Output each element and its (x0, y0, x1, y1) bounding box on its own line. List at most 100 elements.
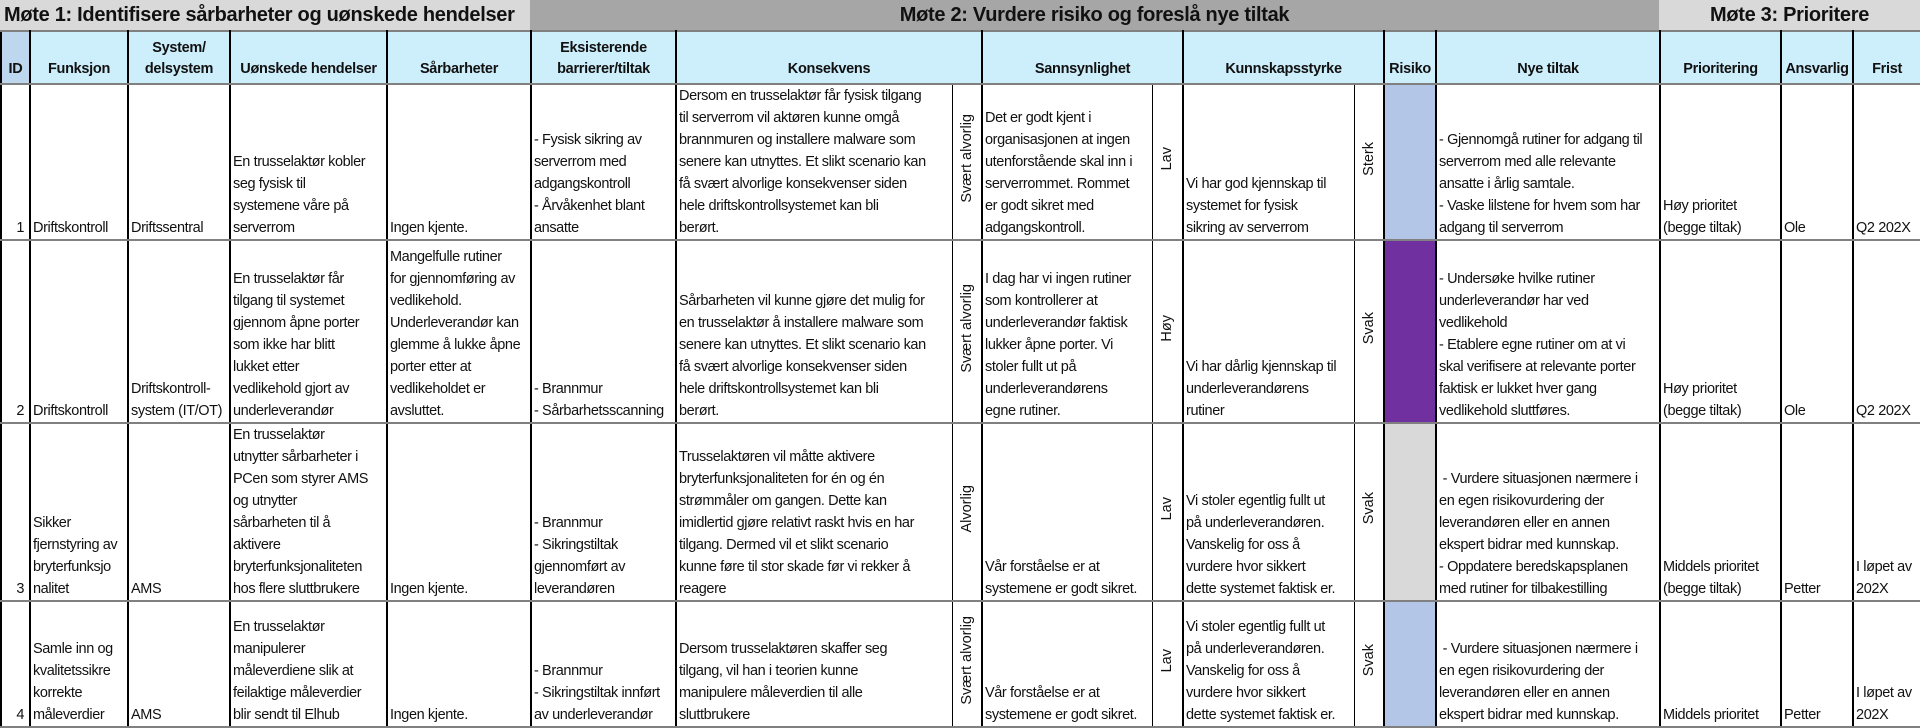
kunnskap-cell[interactable]: Vi har god kjennskap til systemet for fy… (1182, 83, 1355, 241)
table-row: 4 Samle inn og kvalitetssikre korrekte må… (0, 600, 1920, 728)
sarbarheter-cell[interactable]: Ingen kjente. (386, 600, 532, 728)
konsekvens-level-cell[interactable]: Svært alvorlig (951, 600, 983, 728)
konsekvens-level-cell[interactable]: Svært alvorlig (951, 83, 983, 241)
sannsynlighet-level-cell[interactable]: Lav (1151, 600, 1185, 728)
level-label: Svak (1360, 644, 1377, 677)
kunnskap-level-cell[interactable]: Svak (1353, 600, 1386, 728)
kunnskap-level-cell[interactable]: Sterk (1353, 83, 1386, 241)
konsekvens-cell[interactable]: Dersom en trusselaktør får fysisk tilgan… (675, 83, 953, 241)
header-funksjon[interactable]: Funksjon (29, 30, 129, 85)
table-row: 3 Sikker fjernstyring av bryterfunksjo na… (0, 422, 1920, 602)
nye-tiltak-cell[interactable]: - Vurdere situasjonen nærmere i en egen … (1435, 600, 1662, 728)
ansvarlig-cell[interactable]: Ole (1780, 239, 1855, 424)
konsekvens-cell[interactable]: Sårbarheten vil kunne gjøre det mulig fo… (675, 239, 953, 424)
level-label: Svært alvorlig (958, 616, 975, 705)
ansvarlig-cell[interactable]: Petter (1780, 422, 1855, 602)
header-risiko[interactable]: Risiko (1383, 30, 1438, 85)
frist-cell[interactable]: Q2 202X (1852, 239, 1920, 424)
level-label: Alvorlig (958, 484, 975, 533)
konsekvens-cell[interactable]: Trusselaktøren vil måtte aktivere bryter… (675, 422, 953, 602)
sannsynlighet-cell[interactable]: Vår forståelse er at systemene er godt s… (981, 600, 1153, 728)
barrierer-cell[interactable]: - Brannmur - Sårbarhetsscanning (530, 239, 677, 424)
nye-tiltak-cell[interactable]: - Vurdere situasjonen nærmere i en egen … (1435, 422, 1662, 602)
system-cell[interactable]: Driftssentral (127, 83, 231, 241)
header-ansvarlig[interactable]: Ansvarlig (1780, 30, 1855, 85)
konsekvens-level-cell[interactable]: Alvorlig (951, 422, 983, 602)
barrierer-cell[interactable]: - Fysisk sikring av serverrom med adgang… (530, 83, 677, 241)
prioritering-cell[interactable]: Middels prioritet (1659, 600, 1783, 728)
header-frist[interactable]: Frist (1852, 30, 1920, 85)
hendelser-cell[interactable]: En trusselaktør får tilgang til systemet… (229, 239, 388, 424)
header-id[interactable]: ID (0, 30, 31, 85)
risiko-color-cell[interactable] (1383, 239, 1438, 424)
meeting3-title: Møte 3: Prioritere (1659, 0, 1920, 30)
ansvarlig-cell[interactable]: Petter (1780, 600, 1855, 728)
header-prioritering[interactable]: Prioritering (1659, 30, 1783, 85)
header-hendelser[interactable]: Uønskede hendelser (229, 30, 388, 85)
table-row: 1 Driftskontroll Driftssentral En trusselak… (0, 83, 1920, 241)
header-sarbarheter[interactable]: Sårbarheter (386, 30, 532, 85)
sarbarheter-cell[interactable]: Ingen kjente. (386, 422, 532, 602)
risiko-color-cell[interactable] (1383, 422, 1438, 602)
kunnskap-cell[interactable]: Vi stoler egentlig fullt ut på underleve… (1182, 600, 1355, 728)
table-row: 2 Driftskontroll Driftskontroll- system (I… (0, 239, 1920, 424)
konsekvens-level-cell[interactable]: Svært alvorlig (951, 239, 983, 424)
sannsynlighet-cell[interactable]: Vår forståelse er at systemene er godt s… (981, 422, 1153, 602)
konsekvens-cell[interactable]: Dersom trusselaktøren skaffer seg tilgan… (675, 600, 953, 728)
id-cell[interactable]: 1 (0, 83, 31, 241)
hendelser-cell[interactable]: En trusselaktør utnytter sårbarheter i P… (229, 422, 388, 602)
header-barrierer[interactable]: Eksisterende barrierer/tiltak (530, 30, 677, 85)
level-label: Svak (1360, 311, 1377, 345)
frist-cell[interactable]: I løpet av 202X (1852, 600, 1920, 728)
frist-cell[interactable]: Q2 202X (1852, 83, 1920, 241)
ansvarlig-cell[interactable]: Ole (1780, 83, 1855, 241)
funksjon-cell[interactable]: Driftskontroll (29, 239, 129, 424)
level-label: Lav (1159, 146, 1176, 171)
barrierer-cell[interactable]: - Brannmur - Sikringstiltak gjennomført … (530, 422, 677, 602)
funksjon-cell[interactable]: Driftskontroll (29, 83, 129, 241)
sannsynlighet-level-cell[interactable]: Lav (1151, 83, 1185, 241)
level-label: Svært alvorlig (958, 114, 975, 203)
header-sannsynlighet[interactable]: Sannsynlighet (980, 30, 1185, 85)
barrierer-cell[interactable]: - Brannmur - Sikringstiltak innført av u… (530, 600, 677, 728)
sannsynlighet-level-cell[interactable]: Lav (1151, 422, 1185, 602)
system-cell[interactable]: AMS (127, 422, 231, 602)
id-cell[interactable]: 3 (0, 422, 31, 602)
header-system[interactable]: System/ delsystem (127, 30, 231, 85)
header-row: ID Funksjon System/ delsystem Uønskede h… (0, 30, 1920, 85)
hendelser-cell[interactable]: En trusselaktør kobler seg fysisk til sy… (229, 83, 388, 241)
frist-cell[interactable]: I løpet av 202X (1852, 422, 1920, 602)
kunnskap-cell[interactable]: Vi stoler egentlig fullt ut på underleve… (1182, 422, 1355, 602)
header-kunnskapsstyrke[interactable]: Kunnskapsstyrke (1182, 30, 1386, 85)
sannsynlighet-cell[interactable]: I dag har vi ingen rutiner som kontrolle… (981, 239, 1153, 424)
funksjon-cell[interactable]: Samle inn og kvalitetssikre korrekte mål… (29, 600, 129, 728)
header-nye-tiltak[interactable]: Nye tiltak (1435, 30, 1662, 85)
prioritering-cell[interactable]: Høy prioritet (begge tiltak) (1659, 83, 1783, 241)
level-label: Svært alvorlig (958, 283, 975, 373)
header-konsekvens[interactable]: Konsekvens (675, 30, 983, 85)
funksjon-cell[interactable]: Sikker fjernstyring av bryterfunksjo nal… (29, 422, 129, 602)
meeting2-title: Møte 2: Vurdere risiko og foreslå nye ti… (530, 0, 1659, 30)
level-label: Lav (1159, 648, 1176, 673)
system-cell[interactable]: AMS (127, 600, 231, 728)
system-cell[interactable]: Driftskontroll- system (IT/OT) (127, 239, 231, 424)
sannsynlighet-cell[interactable]: Det er godt kjent i organisasjonen at in… (981, 83, 1153, 241)
id-cell[interactable]: 4 (0, 600, 31, 728)
sannsynlighet-level-cell[interactable]: Høy (1151, 239, 1185, 424)
risiko-color-cell[interactable] (1383, 600, 1438, 728)
risk-assessment-table: ID Funksjon System/ delsystem Uønskede h… (0, 30, 1920, 728)
level-label: Lav (1159, 496, 1176, 521)
id-cell[interactable]: 2 (0, 239, 31, 424)
kunnskap-level-cell[interactable]: Svak (1353, 239, 1386, 424)
risiko-color-cell[interactable] (1383, 83, 1438, 241)
kunnskap-level-cell[interactable]: Svak (1353, 422, 1386, 602)
hendelser-cell[interactable]: En trusselaktør manipulerer måleverdiene… (229, 600, 388, 728)
sarbarheter-cell[interactable]: Ingen kjente. (386, 83, 532, 241)
prioritering-cell[interactable]: Middels prioritet (begge tiltak) (1659, 422, 1783, 602)
prioritering-cell[interactable]: Høy prioritet (begge tiltak) (1659, 239, 1783, 424)
level-label: Sterk (1360, 141, 1377, 176)
kunnskap-cell[interactable]: Vi har dårlig kjennskap til underleveran… (1182, 239, 1355, 424)
sarbarheter-cell[interactable]: Mangelfulle rutiner for gjennomføring av… (386, 239, 532, 424)
nye-tiltak-cell[interactable]: - Undersøke hvilke rutiner underleverand… (1435, 239, 1662, 424)
nye-tiltak-cell[interactable]: - Gjennomgå rutiner for adgang til serve… (1435, 83, 1662, 241)
